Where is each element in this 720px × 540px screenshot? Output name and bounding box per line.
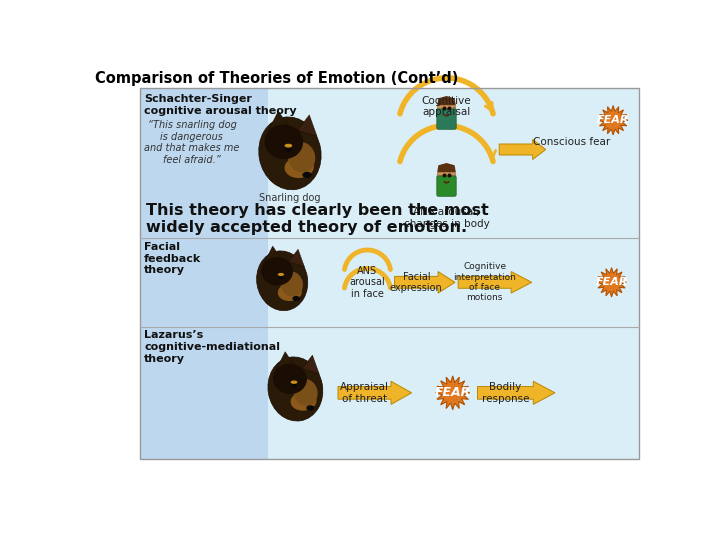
Text: Conscious fear: Conscious fear xyxy=(534,137,611,147)
Text: FEAR: FEAR xyxy=(595,278,628,287)
Ellipse shape xyxy=(264,124,303,159)
Polygon shape xyxy=(302,355,319,374)
Polygon shape xyxy=(436,376,469,410)
Polygon shape xyxy=(437,163,456,172)
Polygon shape xyxy=(597,268,626,297)
Bar xyxy=(140,88,269,238)
Polygon shape xyxy=(395,272,455,293)
Polygon shape xyxy=(275,352,299,372)
Ellipse shape xyxy=(288,142,315,172)
FancyBboxPatch shape xyxy=(437,176,456,196)
Text: Appraisal
of threat: Appraisal of threat xyxy=(340,382,389,403)
Ellipse shape xyxy=(256,251,307,310)
Text: FEAR: FEAR xyxy=(435,386,471,399)
Text: Comparison of Theories of Emotion (Cont’d): Comparison of Theories of Emotion (Cont’… xyxy=(94,71,458,86)
Circle shape xyxy=(437,166,456,185)
Bar xyxy=(140,88,639,459)
Polygon shape xyxy=(266,111,294,134)
Text: Facial
feedback
theory: Facial feedback theory xyxy=(144,242,202,275)
Ellipse shape xyxy=(285,147,292,152)
Polygon shape xyxy=(338,381,412,404)
Polygon shape xyxy=(598,106,628,135)
Ellipse shape xyxy=(281,272,303,296)
Ellipse shape xyxy=(278,284,302,301)
Ellipse shape xyxy=(279,276,284,280)
Text: ANS
arousal
in face: ANS arousal in face xyxy=(350,266,385,299)
Text: ANS arousal,
changes in body: ANS arousal, changes in body xyxy=(404,207,490,229)
Bar xyxy=(140,327,639,459)
Text: This theory has clearly been the most
widely accepted theory of emotion.: This theory has clearly been the most wi… xyxy=(145,202,489,235)
Polygon shape xyxy=(477,381,555,404)
Ellipse shape xyxy=(306,405,315,410)
Polygon shape xyxy=(458,272,532,293)
Ellipse shape xyxy=(294,379,318,406)
Ellipse shape xyxy=(292,383,297,388)
Ellipse shape xyxy=(261,257,293,286)
Polygon shape xyxy=(289,249,305,267)
Text: Cognitive
appraisal: Cognitive appraisal xyxy=(422,96,472,117)
Ellipse shape xyxy=(291,392,317,411)
Ellipse shape xyxy=(284,144,292,147)
Text: Cognitive
interpretation
of face
motions: Cognitive interpretation of face motions xyxy=(453,262,516,302)
Ellipse shape xyxy=(302,172,312,178)
Text: “This snarling dog
is dangerous
and that makes me
feel afraid.”: “This snarling dog is dangerous and that… xyxy=(144,120,240,165)
Circle shape xyxy=(437,99,456,118)
Bar xyxy=(140,238,639,327)
Text: Snarling dog: Snarling dog xyxy=(259,193,320,202)
Bar xyxy=(140,238,269,327)
Polygon shape xyxy=(263,246,285,265)
Ellipse shape xyxy=(291,381,297,384)
Polygon shape xyxy=(297,115,317,137)
Text: Bodily
response: Bodily response xyxy=(482,382,529,403)
FancyBboxPatch shape xyxy=(437,109,456,129)
Ellipse shape xyxy=(273,363,307,394)
Text: Lazarus’s
cognitive-mediational
theory: Lazarus’s cognitive-mediational theory xyxy=(144,330,280,363)
Bar xyxy=(140,88,639,238)
Ellipse shape xyxy=(292,296,300,301)
Ellipse shape xyxy=(278,273,284,276)
Ellipse shape xyxy=(258,117,321,190)
Text: FEAR: FEAR xyxy=(597,115,629,125)
Polygon shape xyxy=(437,96,456,105)
Ellipse shape xyxy=(284,157,314,178)
Text: Facial
expression: Facial expression xyxy=(390,272,443,293)
Ellipse shape xyxy=(268,357,323,421)
Polygon shape xyxy=(499,139,546,159)
Text: Schachter-Singer
cognitive arousal theory: Schachter-Singer cognitive arousal theor… xyxy=(144,94,297,116)
Bar xyxy=(140,327,269,459)
